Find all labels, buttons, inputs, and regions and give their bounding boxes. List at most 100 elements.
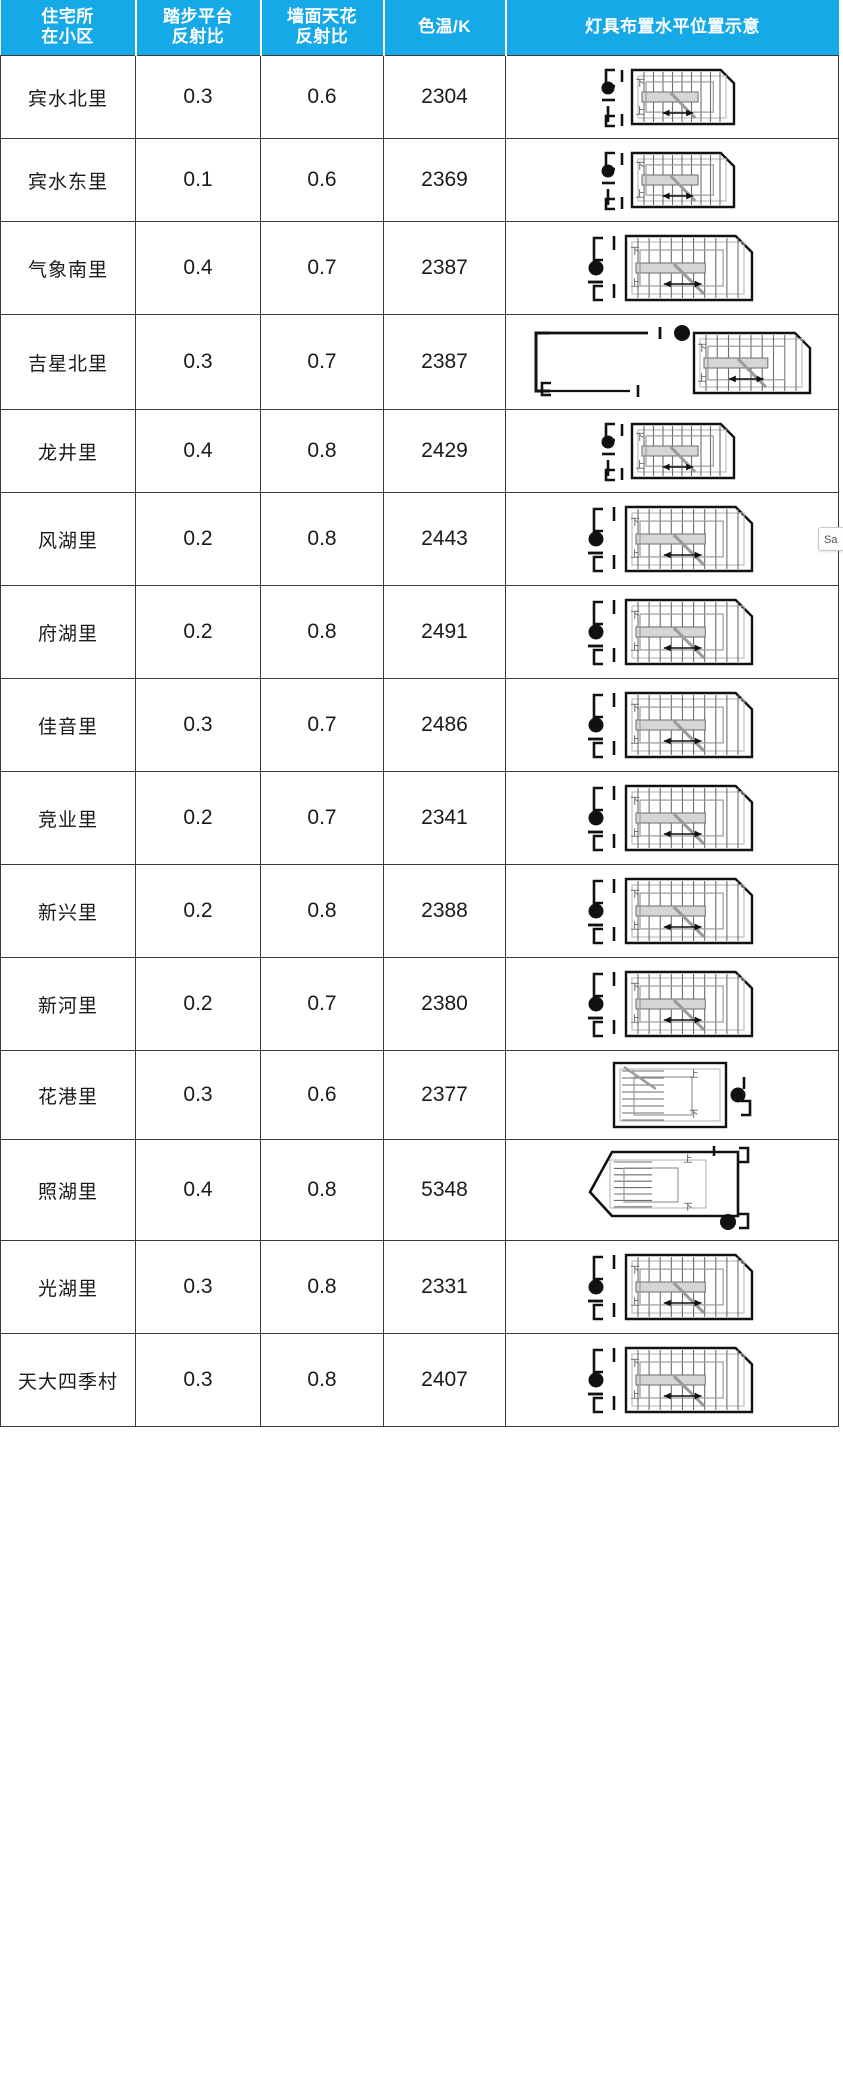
column-header-step-reflectance-line1: 踏步平台 — [163, 6, 233, 26]
table-header-row: 住宅所 在小区 踏步平台 反射比 墙面天花 反射比 色温/K 灯具布置水平位置示… — [0, 0, 839, 56]
column-header-color-temperature-line1: 色温/K — [418, 16, 471, 36]
cell-luminaire-layout-diagram: 下上 — [505, 585, 839, 679]
column-header-residence-line2: 在小区 — [41, 27, 94, 46]
cell-residence-name: 新河里 — [0, 957, 136, 1051]
cell-residence-name: 佳音里 — [0, 678, 136, 772]
table-row: 吉星北里 0.3 0.7 2387 下上 — [0, 314, 839, 410]
cell-color-temperature: 2304 — [383, 55, 506, 139]
svg-text:上: 上 — [630, 921, 639, 931]
stairwell-plan-icon: 下上 — [506, 319, 838, 405]
stairwell-plan-icon: 下上 — [506, 1338, 838, 1422]
column-header-luminaire-layout-line1: 灯具布置水平位置示意 — [585, 16, 760, 36]
stairwell-plan-icon: 下上 — [506, 60, 838, 134]
column-header-wall-reflectance: 墙面天花 反射比 — [260, 0, 385, 56]
svg-text:上: 上 — [630, 642, 639, 652]
cell-step-reflectance: 0.4 — [135, 409, 261, 493]
column-header-wall-reflectance-line1: 墙面天花 — [287, 6, 357, 26]
column-header-residence: 住宅所 在小区 — [0, 0, 137, 56]
cell-luminaire-layout-diagram: 下上 — [505, 678, 839, 772]
svg-text:上: 上 — [630, 1297, 639, 1307]
svg-text:下: 下 — [683, 1202, 692, 1212]
cell-luminaire-layout-diagram: 下上 — [505, 1240, 839, 1334]
cell-wall-reflectance: 0.7 — [260, 957, 384, 1051]
table-row: 气象南里 0.4 0.7 2387 下上 — [0, 221, 839, 315]
svg-text:下: 下 — [630, 246, 639, 256]
cell-residence-name: 气象南里 — [0, 221, 136, 315]
cell-luminaire-layout-diagram: 下上 — [505, 221, 839, 315]
svg-text:上: 上 — [630, 735, 639, 745]
cell-step-reflectance: 0.4 — [135, 221, 261, 315]
stairwell-plan-icon: 下上 — [506, 776, 838, 860]
stray-save-control[interactable]: Sa — [818, 527, 843, 551]
cell-step-reflectance: 0.4 — [135, 1139, 261, 1241]
stairwell-plan-icon: 下上 — [506, 590, 838, 674]
stairwell-plan-icon: 下上 — [506, 683, 838, 767]
cell-color-temperature: 2443 — [383, 492, 506, 586]
svg-text:下: 下 — [635, 161, 644, 171]
column-header-step-reflectance-line2: 反射比 — [171, 27, 225, 46]
table-row: 光湖里 0.3 0.8 2331 下上 — [0, 1240, 839, 1334]
cell-wall-reflectance: 0.8 — [260, 409, 384, 493]
cell-residence-name: 竞业里 — [0, 771, 136, 865]
cell-wall-reflectance: 0.6 — [260, 55, 384, 139]
table-row: 宾水东里 0.1 0.6 2369 下上 — [0, 138, 839, 222]
svg-text:下: 下 — [697, 343, 706, 353]
cell-color-temperature: 2388 — [383, 864, 506, 958]
cell-luminaire-layout-diagram: 下上 — [505, 492, 839, 586]
cell-color-temperature: 2377 — [383, 1050, 506, 1140]
cell-step-reflectance: 0.3 — [135, 1333, 261, 1427]
cell-residence-name: 吉星北里 — [0, 314, 136, 410]
svg-text:上: 上 — [630, 278, 639, 288]
cell-wall-reflectance: 0.8 — [260, 585, 384, 679]
cell-color-temperature: 2380 — [383, 957, 506, 1051]
svg-text:上: 上 — [635, 189, 644, 199]
svg-text:上: 上 — [697, 373, 706, 383]
svg-text:下: 下 — [635, 78, 644, 88]
column-header-step-reflectance: 踏步平台 反射比 — [135, 0, 262, 56]
svg-text:上: 上 — [630, 1014, 639, 1024]
svg-text:上: 上 — [683, 1154, 692, 1164]
svg-text:上: 上 — [635, 460, 644, 470]
cell-wall-reflectance: 0.8 — [260, 1139, 384, 1241]
svg-text:上: 上 — [635, 106, 644, 116]
svg-text:下: 下 — [630, 889, 639, 899]
table-row: 龙井里 0.4 0.8 2429 下上 — [0, 409, 839, 493]
cell-wall-reflectance: 0.6 — [260, 138, 384, 222]
cell-residence-name: 龙井里 — [0, 409, 136, 493]
cell-residence-name: 光湖里 — [0, 1240, 136, 1334]
cell-residence-name: 照湖里 — [0, 1139, 136, 1241]
cell-wall-reflectance: 0.8 — [260, 1240, 384, 1334]
cell-luminaire-layout-diagram: 下上 — [505, 409, 839, 493]
column-header-color-temperature: 色温/K — [383, 0, 507, 56]
cell-color-temperature: 2331 — [383, 1240, 506, 1334]
cell-residence-name: 花港里 — [0, 1050, 136, 1140]
cell-luminaire-layout-diagram: 下上 — [505, 957, 839, 1051]
cell-step-reflectance: 0.3 — [135, 55, 261, 139]
cell-color-temperature: 5348 — [383, 1139, 506, 1241]
cell-residence-name: 府湖里 — [0, 585, 136, 679]
cell-color-temperature: 2387 — [383, 221, 506, 315]
stairwell-plan-icon: 上下 — [506, 1055, 838, 1135]
cell-luminaire-layout-diagram: 上下 — [505, 1139, 839, 1241]
svg-text:上: 上 — [689, 1069, 698, 1079]
svg-text:上: 上 — [630, 1390, 639, 1400]
cell-luminaire-layout-diagram: 下上 — [505, 55, 839, 139]
table-header: 住宅所 在小区 踏步平台 反射比 墙面天花 反射比 色温/K 灯具布置水平位置示… — [0, 0, 839, 56]
stairwell-plan-icon: 下上 — [506, 1245, 838, 1329]
table-row: 照湖里 0.4 0.8 5348 上下 — [0, 1139, 839, 1241]
cell-color-temperature: 2486 — [383, 678, 506, 772]
cell-step-reflectance: 0.3 — [135, 1240, 261, 1334]
cell-step-reflectance: 0.3 — [135, 1050, 261, 1140]
cell-color-temperature: 2429 — [383, 409, 506, 493]
cell-wall-reflectance: 0.8 — [260, 864, 384, 958]
stairwell-plan-icon: 下上 — [506, 226, 838, 310]
stairwell-plan-icon: 上下 — [506, 1144, 838, 1236]
cell-color-temperature: 2369 — [383, 138, 506, 222]
cell-step-reflectance: 0.2 — [135, 957, 261, 1051]
cell-residence-name: 宾水东里 — [0, 138, 136, 222]
cell-step-reflectance: 0.2 — [135, 585, 261, 679]
svg-text:下: 下 — [630, 610, 639, 620]
cell-wall-reflectance: 0.7 — [260, 314, 384, 410]
svg-text:下: 下 — [630, 703, 639, 713]
table-row: 新兴里 0.2 0.8 2388 下上 — [0, 864, 839, 958]
